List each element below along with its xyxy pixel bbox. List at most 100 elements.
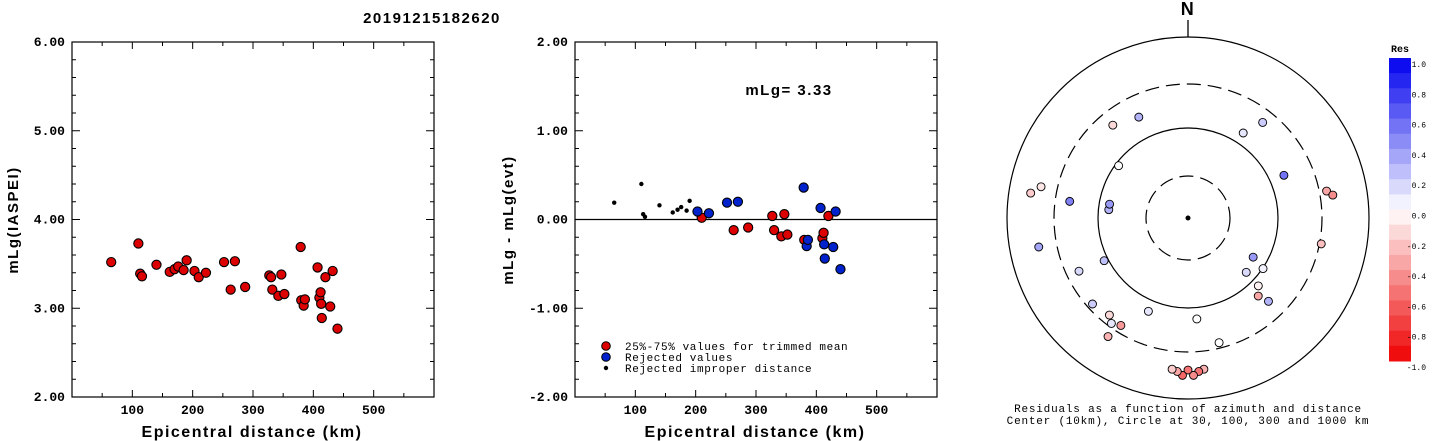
colorbar-cell bbox=[1389, 58, 1411, 74]
chart1-x-tick-label: 400 bbox=[805, 403, 829, 418]
rejected-distance-point bbox=[675, 208, 679, 212]
colorbar-cell bbox=[1389, 210, 1411, 226]
colorbar-cell bbox=[1389, 103, 1411, 119]
mlg-station-point bbox=[328, 266, 337, 275]
colorbar-tick-label: -0.2 bbox=[1407, 243, 1426, 252]
chart0-y-tick-label: 3.00 bbox=[34, 301, 65, 316]
rejected-value-point bbox=[799, 183, 808, 192]
rejected-value-point bbox=[820, 254, 829, 263]
mlg-station-point bbox=[182, 256, 191, 265]
trimmed-mean-point bbox=[780, 210, 789, 219]
chart0-y-tick-label: 2.00 bbox=[34, 390, 65, 405]
mlg-station-point bbox=[313, 263, 322, 272]
chart0-y-tick-label: 6.00 bbox=[34, 35, 65, 50]
station-residual-point bbox=[1100, 257, 1108, 265]
residual-colorbar: Res 1.00.80.60.40.20.0-0.2-0.4-0.6-0.8-1… bbox=[1389, 45, 1426, 373]
mlg-station-point bbox=[219, 258, 228, 267]
station-residual-point bbox=[1075, 267, 1083, 275]
rejected-value-point bbox=[733, 197, 742, 206]
colorbar-tick-label: -0.6 bbox=[1407, 303, 1426, 312]
trimmed-mean-point bbox=[783, 230, 792, 239]
station-residual-point bbox=[1264, 297, 1272, 305]
colorbar-cell bbox=[1389, 88, 1411, 104]
chart2-x-axis-label: Epicentral distance (km) bbox=[645, 424, 866, 441]
mlg-station-point bbox=[179, 265, 188, 274]
colorbar-cell bbox=[1389, 194, 1411, 210]
station-residual-point bbox=[1117, 321, 1125, 329]
chart0-x-tick-label: 100 bbox=[121, 403, 145, 418]
rejected-value-point bbox=[836, 265, 845, 274]
station-residual-point bbox=[1109, 121, 1117, 129]
chart1-y-tick-label: 1.00 bbox=[537, 124, 568, 139]
trimmed-mean-point bbox=[744, 223, 753, 232]
mlg-station-point bbox=[107, 258, 116, 267]
epicenter-dot bbox=[1186, 216, 1191, 221]
rejected-distance-point bbox=[679, 205, 683, 209]
station-residual-point bbox=[1027, 189, 1035, 197]
station-residual-point bbox=[1088, 300, 1096, 308]
colorbar-tick-label: 0.6 bbox=[1412, 122, 1427, 131]
mlg-station-point bbox=[230, 257, 239, 266]
rejected-value-point bbox=[831, 207, 840, 216]
chart1-x-axis-label: Epicentral distance (km) bbox=[142, 424, 363, 441]
colorbar-cell bbox=[1389, 179, 1411, 195]
rejected-distance-point bbox=[657, 203, 661, 207]
station-residual-point bbox=[1317, 240, 1325, 248]
colorbar-tick-label: -0.8 bbox=[1407, 334, 1426, 343]
mlg-station-point bbox=[333, 324, 342, 333]
north-label: N bbox=[1181, 0, 1196, 19]
colorbar-tick-label: 1.0 bbox=[1412, 61, 1427, 70]
chart1-y-tick-label: 2.00 bbox=[537, 35, 568, 50]
mlg-station-point bbox=[137, 272, 146, 281]
seismic-magnitude-figure: 20191215182620 mLg(IASPEI) Epicentral di… bbox=[0, 0, 1437, 441]
mlg-station-point bbox=[317, 313, 326, 322]
station-residual-point bbox=[1168, 365, 1176, 373]
mlg-station-point bbox=[296, 242, 305, 251]
rejected-value-point bbox=[693, 207, 702, 216]
colorbar-cell bbox=[1389, 73, 1411, 89]
station-residual-point bbox=[1239, 129, 1247, 137]
chart0-x-tick-label: 200 bbox=[181, 403, 205, 418]
mlg-station-point bbox=[226, 285, 235, 294]
chart0-x-tick-label: 500 bbox=[362, 403, 386, 418]
chart2-y-axis-label: mLg - mLg(evt) bbox=[500, 155, 517, 284]
colorbar-cell bbox=[1389, 225, 1411, 241]
mlg-station-point bbox=[201, 268, 210, 277]
legend-marker-trimmed bbox=[602, 342, 611, 351]
station-residual-point bbox=[1254, 292, 1262, 300]
rejected-value-point bbox=[722, 198, 731, 207]
chart1-y-tick-label: 0.00 bbox=[537, 213, 568, 228]
mlg-station-point bbox=[280, 289, 289, 298]
colorbar-cell bbox=[1389, 346, 1411, 362]
station-residual-point bbox=[1249, 253, 1257, 261]
chart1-y-tick-label: -1.00 bbox=[529, 301, 568, 316]
chart0-y-tick-label: 5.00 bbox=[34, 124, 65, 139]
colorbar-tick-label: -1.0 bbox=[1407, 364, 1426, 373]
colorbar-tick-label: -0.4 bbox=[1407, 273, 1426, 282]
rejected-distance-point bbox=[684, 208, 688, 212]
colorbar-cell bbox=[1389, 285, 1411, 301]
station-residual-point bbox=[1259, 265, 1267, 273]
station-residual-point bbox=[1280, 171, 1288, 179]
mlg-station-point bbox=[316, 288, 325, 297]
station-residual-point bbox=[1115, 162, 1123, 170]
legend-label: Rejected improper distance bbox=[625, 364, 812, 376]
station-residual-point bbox=[1037, 183, 1045, 191]
station-residual-point bbox=[1104, 333, 1112, 341]
mlg-station-point bbox=[134, 239, 143, 248]
chart1-frame bbox=[72, 42, 434, 397]
rejected-distance-point bbox=[671, 210, 675, 214]
residual-azimuth-polar-plot: N Residuals as a function of azimuth and… bbox=[1007, 0, 1370, 428]
colorbar-cell bbox=[1389, 164, 1411, 180]
rejected-value-point bbox=[829, 242, 838, 251]
rejected-distance-point bbox=[639, 182, 643, 186]
colorbar-cell bbox=[1389, 316, 1411, 332]
colorbar-cell bbox=[1389, 149, 1411, 165]
chart1-x-tick-label: 100 bbox=[624, 403, 648, 418]
colorbar-tick-label: 0.8 bbox=[1412, 91, 1427, 100]
station-residual-point bbox=[1329, 191, 1337, 199]
legend-marker-rejected-distance bbox=[604, 366, 608, 370]
station-residual-point bbox=[1106, 200, 1114, 208]
station-residual-point bbox=[1215, 339, 1223, 347]
chart1-x-tick-label: 500 bbox=[865, 403, 889, 418]
